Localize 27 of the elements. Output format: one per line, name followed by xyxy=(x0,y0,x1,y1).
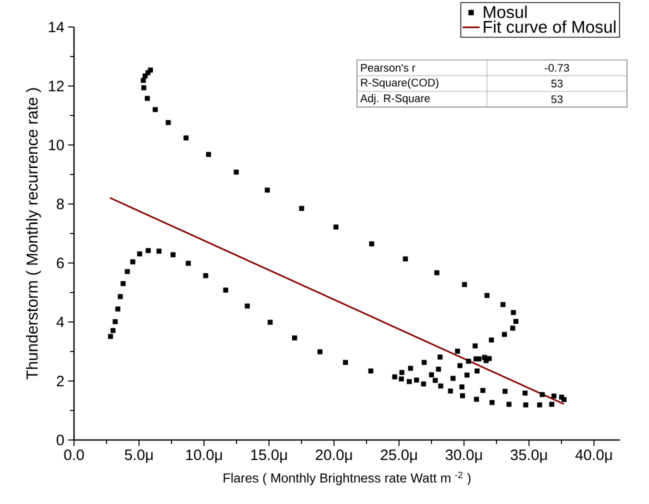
y-tick-label: 8 xyxy=(56,198,64,210)
x-tick-label: 5.0μ xyxy=(124,450,153,463)
x-tick-label: 25.0μ xyxy=(380,450,417,463)
x-tick-label: 30.0μ xyxy=(446,450,482,463)
y-tick-label: 14 xyxy=(48,22,64,32)
y-tick-label: 2 xyxy=(56,376,64,386)
x-tick-label: 15.0μ xyxy=(251,450,287,463)
legend-label: Mosul xyxy=(484,6,527,18)
y-tick-label: 12 xyxy=(48,80,64,92)
annotation: 53 xyxy=(551,95,563,104)
annotation: Pearson's r xyxy=(361,64,416,72)
x-tick-label: 20.0μ xyxy=(316,450,352,463)
y-tick-label: 0 xyxy=(56,434,64,446)
annotation: 53 xyxy=(551,80,563,88)
x-axis-title: Flares ( Monthly Brightness rate Watt m $^{-2}$ ) xyxy=(224,472,471,486)
x-tick-label: 0.0 xyxy=(64,450,84,460)
annotation: Adj. R-Square xyxy=(360,94,430,104)
legend-label: Fit curve of Mosul xyxy=(484,20,616,33)
annotation: R-Square(COD) xyxy=(361,78,438,89)
y-axis-title: Thunderstorm ( Monthly recurrence rate ) xyxy=(26,88,41,380)
annotation: -0.73 xyxy=(544,64,570,72)
x-tick-label: 40.0μ xyxy=(575,450,612,463)
y-tick-label: 10 xyxy=(48,140,64,150)
x-tick-label: 35.0μ xyxy=(510,450,547,463)
x-tick-label: 10.0μ xyxy=(186,450,222,463)
y-tick-label: 6 xyxy=(56,258,64,268)
y-tick-label: 4 xyxy=(56,316,64,328)
